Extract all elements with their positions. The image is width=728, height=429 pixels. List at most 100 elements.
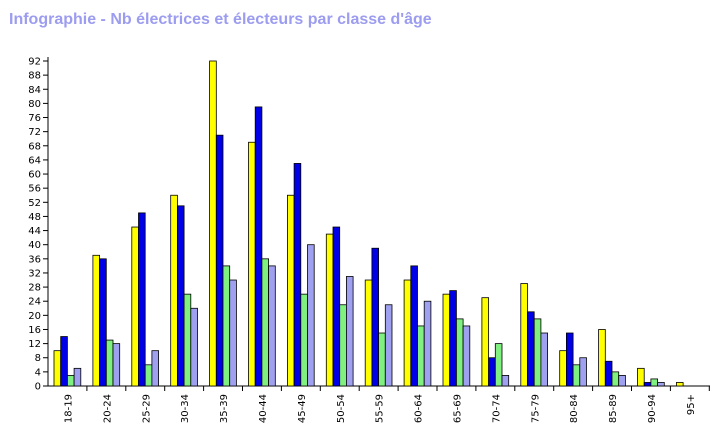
x-tick-label: 65-69 (452, 394, 463, 423)
bar (462, 325, 471, 387)
x-tick-label: 85-89 (608, 394, 619, 423)
x-tick-label: 75-79 (530, 394, 541, 423)
y-tick-label: 0 (35, 382, 41, 393)
bar (339, 304, 347, 387)
bar (286, 194, 295, 387)
x-tick-label: 20-24 (102, 394, 113, 423)
y-tick-label: 72 (28, 127, 41, 138)
bar (332, 226, 341, 387)
bar (501, 375, 510, 387)
bar (248, 141, 256, 387)
bar (222, 265, 231, 387)
y-tick-label: 80 (28, 99, 41, 110)
bar (417, 325, 425, 387)
bar (112, 343, 121, 387)
bar (494, 343, 503, 387)
bar (579, 357, 587, 387)
x-tick-label: 95+ (686, 394, 697, 415)
y-tick-label: 64 (28, 155, 41, 166)
y-tick-label: 8 (35, 353, 41, 364)
bar (325, 233, 334, 387)
y-tick-label: 76 (28, 113, 41, 124)
y-tick-label: 48 (28, 212, 41, 223)
y-tick-label: 4 (35, 367, 41, 378)
bar (566, 332, 574, 387)
bar (455, 318, 464, 387)
x-tick-label: 45-49 (297, 394, 308, 423)
bar (520, 283, 528, 387)
chart-title: Infographie - Nb électrices et électeurs… (9, 11, 432, 28)
bar (268, 265, 276, 387)
bar (611, 371, 620, 387)
y-tick-label: 44 (28, 226, 41, 237)
x-axis: 18-19 20-24 25-29 30-34 35-39 40-44 45-49 50-54… (48, 385, 710, 423)
x-tick-label: 35-39 (219, 394, 230, 423)
bar (254, 106, 263, 387)
bar (138, 212, 146, 387)
x-tick-label: 55-59 (375, 394, 386, 423)
y-tick-label: 56 (28, 184, 41, 195)
x-tick-label: 18-19 (63, 394, 74, 423)
bar (170, 194, 178, 387)
bar (60, 336, 68, 387)
y-tick-label: 20 (28, 311, 41, 322)
bar (307, 244, 315, 387)
bar (345, 276, 354, 387)
bar (572, 364, 581, 387)
y-tick-label: 52 (28, 198, 41, 209)
y-tick-label: 84 (28, 85, 41, 96)
y-tick-label: 24 (28, 297, 41, 308)
bar (183, 293, 192, 387)
y-axis: 0481216202428323640444852566064687276808… (28, 57, 49, 393)
bar (598, 329, 606, 387)
bar (449, 290, 457, 387)
y-tick-label: 92 (28, 57, 41, 68)
bar (637, 367, 645, 387)
x-tick-label: 25-29 (141, 394, 152, 423)
y-tick-label: 88 (28, 71, 41, 82)
bar (410, 265, 418, 387)
x-tick-label: 90-94 (647, 394, 658, 423)
bar (105, 339, 114, 387)
bar (559, 350, 567, 387)
bar (527, 311, 535, 387)
bar (643, 382, 652, 387)
bar (533, 318, 542, 387)
bar (261, 258, 269, 387)
y-tick-label: 32 (28, 268, 41, 279)
x-tick-label: 60-64 (414, 394, 425, 423)
bar (488, 357, 496, 387)
bar (176, 205, 185, 387)
bar (403, 279, 412, 387)
y-tick-label: 28 (28, 283, 41, 294)
bar (92, 254, 101, 387)
y-tick-label: 36 (28, 254, 41, 265)
y-tick-label: 12 (28, 339, 41, 350)
x-tick-label: 50-54 (336, 394, 347, 423)
bar (300, 293, 308, 387)
y-tick-label: 40 (28, 240, 41, 251)
bar (423, 300, 432, 387)
bar (190, 307, 198, 387)
bar (604, 360, 613, 387)
y-tick-label: 68 (28, 141, 41, 152)
bar (215, 134, 224, 387)
bar (151, 350, 159, 387)
bar (657, 382, 665, 387)
bar (371, 247, 379, 387)
bar (99, 258, 107, 387)
bar (209, 60, 217, 387)
bar (229, 279, 237, 387)
y-tick-label: 16 (28, 325, 41, 336)
bar (67, 375, 75, 387)
bar (144, 364, 153, 387)
bar (618, 375, 626, 387)
x-tick-label: 70-74 (491, 394, 502, 423)
bar (73, 367, 82, 387)
bar (676, 382, 684, 387)
bar (364, 279, 373, 387)
x-tick-label: 80-84 (569, 394, 580, 423)
y-tick-label: 60 (28, 170, 41, 181)
bar (481, 297, 489, 387)
